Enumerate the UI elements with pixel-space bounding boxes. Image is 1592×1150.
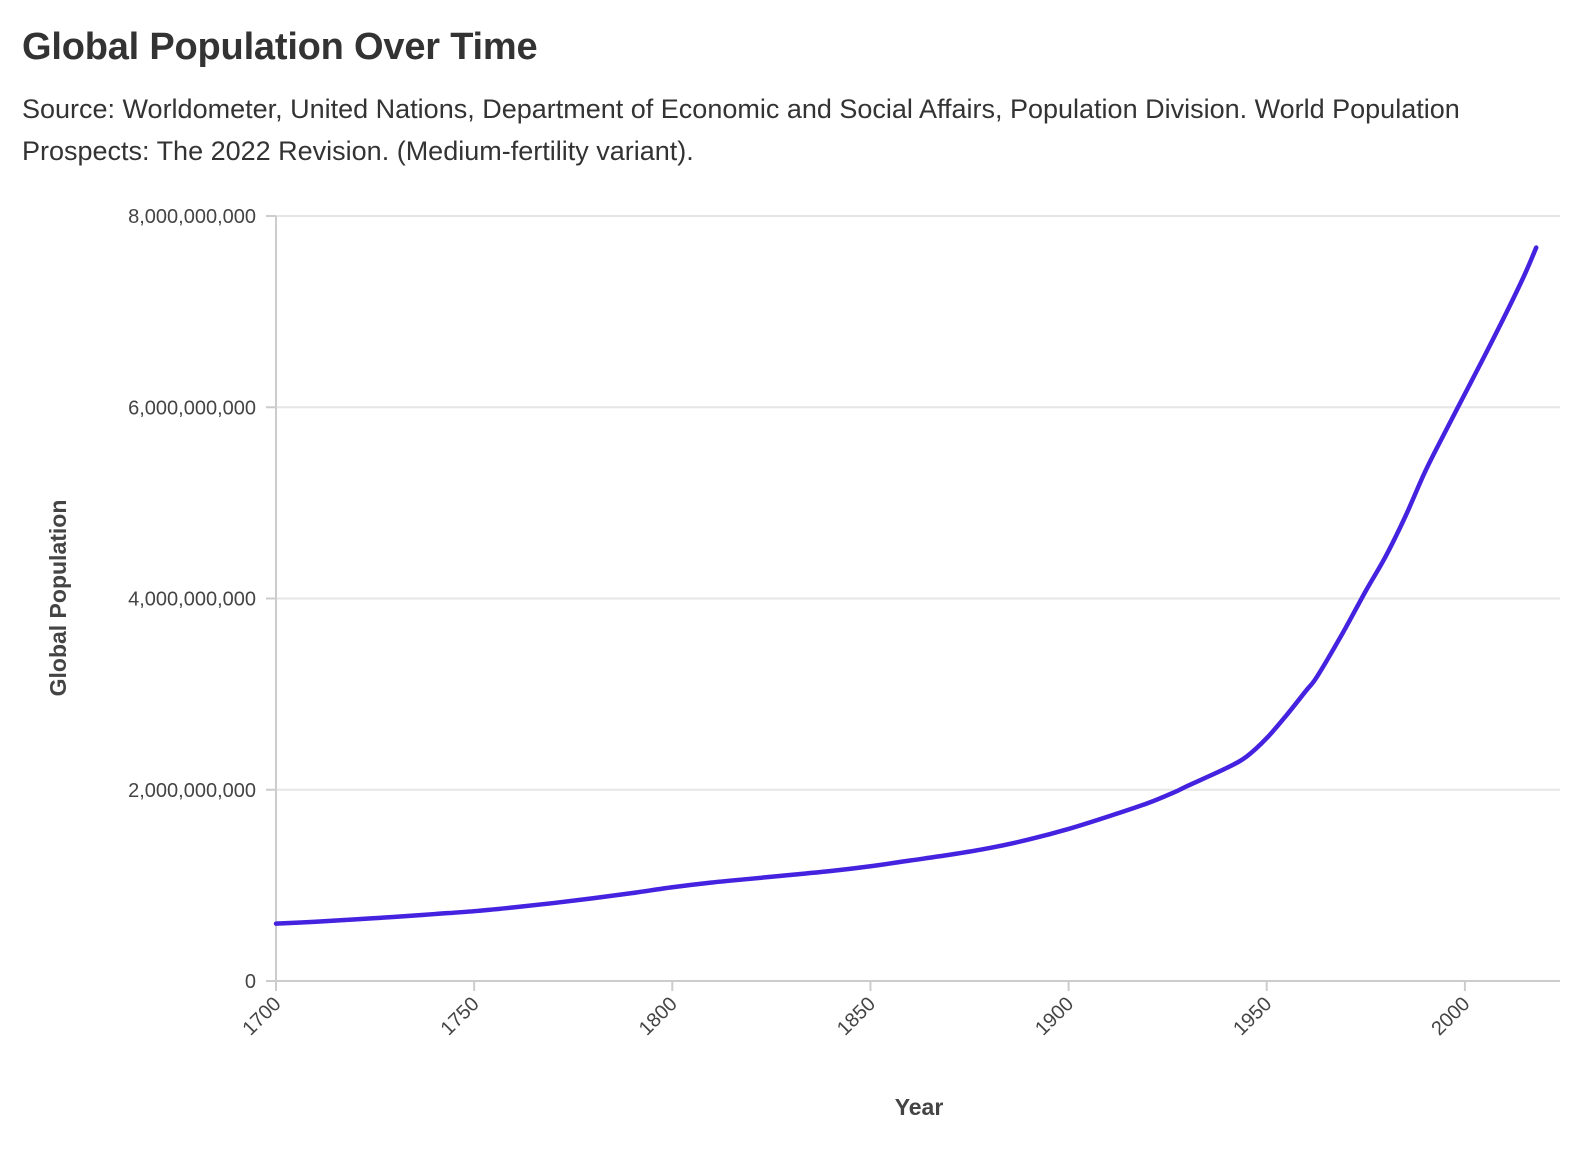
grid-lines <box>276 215 1560 791</box>
x-tick-label: 1850 <box>833 993 880 1040</box>
y-axis: 0 2,000,000,000 4,000,000,000 6,000,000,000… <box>128 206 277 993</box>
y-tick-label: 4,000,000,000 <box>128 589 256 611</box>
x-tick-label: 1700 <box>239 993 286 1040</box>
x-tick-label: 1750 <box>437 993 484 1040</box>
plot-area <box>273 245 1539 926</box>
y-tick-label: 0 <box>245 971 256 993</box>
x-axis: 1700 1750 1800 1850 1900 1950 2000 <box>239 980 1560 1040</box>
y-tick-label: 2,000,000,000 <box>128 780 256 802</box>
chart-subtitle: Source: Worldometer, United Nations, Dep… <box>22 94 1460 166</box>
x-tick-label: 1950 <box>1229 993 1276 1040</box>
chart-title: Global Population Over Time <box>22 26 538 68</box>
x-tick-label: 2000 <box>1427 993 1474 1040</box>
series-line <box>273 245 1539 926</box>
y-tick-label: 8,000,000,000 <box>128 206 256 228</box>
y-tick-label: 6,000,000,000 <box>128 397 256 419</box>
x-axis-title: Year <box>895 1094 944 1120</box>
x-tick-label: 1900 <box>1031 993 1078 1040</box>
x-tick-label: 1800 <box>635 993 682 1040</box>
y-axis-title: Global Population <box>45 500 71 697</box>
